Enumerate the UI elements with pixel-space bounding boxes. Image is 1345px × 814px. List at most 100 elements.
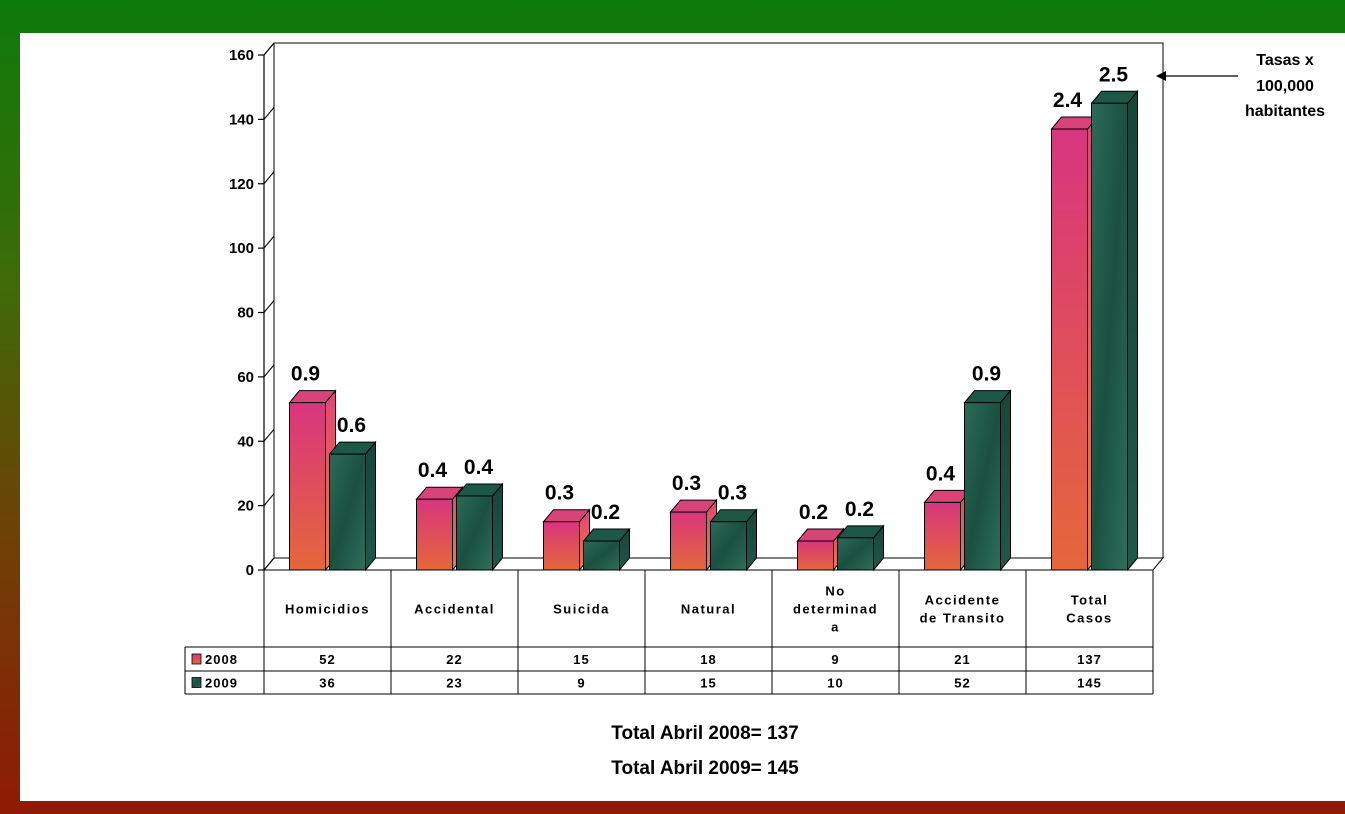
y-tick-depth xyxy=(263,171,275,185)
rate-annotation: habitantes xyxy=(1245,103,1325,120)
category-label: a xyxy=(831,620,840,635)
rate-label-2008: 0.4 xyxy=(418,459,448,482)
table-cell: 36 xyxy=(319,676,335,691)
bar-2008 xyxy=(796,527,845,572)
y-tick-depth xyxy=(263,235,275,249)
table-cell: 137 xyxy=(1077,652,1102,667)
y-tick-label: 80 xyxy=(237,305,254,322)
category-label: Casos xyxy=(1066,611,1113,626)
bar-2009-front xyxy=(456,495,493,571)
bar-2008-front xyxy=(670,511,707,571)
bar-2009 xyxy=(455,482,504,572)
table-cell: 18 xyxy=(700,652,716,667)
y-tick-depth xyxy=(263,42,275,56)
table-cell: 15 xyxy=(573,652,589,667)
rate-annotation: 100,000 xyxy=(1256,78,1314,95)
bar-2009-front xyxy=(329,453,366,571)
table-cell: 21 xyxy=(954,652,970,667)
bar-2008-front xyxy=(1051,128,1088,571)
rate-label-2009: 0.6 xyxy=(337,414,366,437)
table-cell: 52 xyxy=(954,676,970,691)
rate-label-2009: 0.2 xyxy=(845,498,874,521)
annotation-arrow-head xyxy=(1156,71,1166,81)
y-tick-label: 120 xyxy=(229,176,254,193)
bar-2008 xyxy=(669,498,718,572)
total-2009: Total Abril 2009= 145 xyxy=(611,758,799,779)
bar-2008 xyxy=(288,389,337,572)
y-tick-depth xyxy=(263,493,275,506)
rate-label-2009: 0.3 xyxy=(718,482,747,505)
legend-key-2009 xyxy=(191,677,202,688)
y-tick-depth xyxy=(263,557,275,571)
table-cell: 52 xyxy=(319,652,335,667)
rate-label-2008: 0.2 xyxy=(799,501,828,524)
y-tick-depth xyxy=(263,300,275,313)
bar-2008 xyxy=(923,489,972,572)
category-label: Total xyxy=(1071,593,1109,608)
category-label: Accidente xyxy=(925,593,1001,608)
table-cell: 9 xyxy=(831,652,839,667)
y-tick-label: 60 xyxy=(237,369,254,386)
bar-2009 xyxy=(836,524,885,572)
rate-label-2008: 0.9 xyxy=(291,363,320,386)
bar-2008 xyxy=(542,508,591,572)
table-cell: 23 xyxy=(446,676,462,691)
total-2008: Total Abril 2008= 137 xyxy=(611,723,798,744)
bar-2009-side xyxy=(1127,89,1138,572)
bar-2009-front xyxy=(583,540,620,571)
bar-2008-front xyxy=(924,501,961,571)
rate-annotation: Tasas x xyxy=(1256,52,1314,69)
bar-2009-side xyxy=(492,482,503,572)
bar-2008-front xyxy=(416,498,453,571)
bar-2009 xyxy=(709,508,758,572)
rate-label-2009: 2.5 xyxy=(1099,63,1129,86)
category-label: Homicidios xyxy=(285,602,370,617)
legend-key-2008 xyxy=(191,653,202,665)
y-tick-label: 160 xyxy=(229,47,254,64)
bar-2009-front xyxy=(964,402,1001,571)
bar-2009 xyxy=(1090,89,1139,572)
y-tick-depth xyxy=(263,428,275,442)
table-cell: 22 xyxy=(446,652,462,667)
category-label: Suicida xyxy=(553,602,610,617)
rate-label-2008: 2.4 xyxy=(1053,89,1083,112)
table-cell: 145 xyxy=(1077,676,1102,691)
back-wall xyxy=(263,42,1164,571)
bar-2008 xyxy=(1050,115,1099,572)
table-cell: 10 xyxy=(827,676,843,691)
bar-2008 xyxy=(415,485,464,572)
rate-label-2009: 0.2 xyxy=(591,501,620,524)
table-cell: 15 xyxy=(700,676,716,691)
bar-2009-front xyxy=(1091,102,1128,571)
rate-label-2008: 0.3 xyxy=(672,472,701,495)
bar-2009-front xyxy=(837,537,874,571)
bar-2009 xyxy=(582,527,631,572)
y-tick-depth xyxy=(263,107,275,120)
rate-label-2008: 0.3 xyxy=(545,482,574,505)
table-cell: 9 xyxy=(577,676,585,691)
legend-label-2008: 2008 xyxy=(205,652,238,667)
chart: 0 20 40 60 80 100 120 140 160 0.9 0.6 0.4 0.4 0.3 0.2… xyxy=(184,42,1325,779)
chart-panel: 0 20 40 60 80 100 120 140 160 0.9 0.6 0.4 0.4 0.3 0.2… xyxy=(20,33,1345,801)
category-label: Natural xyxy=(681,602,736,617)
y-tick-label: 140 xyxy=(229,111,254,128)
legend-label-2009: 2009 xyxy=(205,676,238,691)
rate-label-2009: 0.9 xyxy=(972,363,1001,386)
bar-2008-front xyxy=(797,540,834,571)
category-label: Accidental xyxy=(414,602,495,617)
rate-label-2009: 0.4 xyxy=(464,456,494,479)
category-label: No xyxy=(825,584,845,599)
category-label: de Transito xyxy=(920,611,1006,626)
category-label: determinad xyxy=(793,602,878,617)
y-tick-label: 40 xyxy=(237,433,254,450)
y-tick-label: 20 xyxy=(237,498,254,515)
bar-2009 xyxy=(963,389,1012,572)
y-tick-label: 100 xyxy=(229,240,254,257)
bar-2008-front xyxy=(543,521,580,571)
y-tick-depth xyxy=(263,364,275,378)
rate-label-2008: 0.4 xyxy=(926,462,956,485)
bar-2009-front xyxy=(710,521,747,571)
bar-2008-front xyxy=(289,402,326,571)
bar-2009-side xyxy=(365,440,376,572)
bar-2009-side xyxy=(1000,389,1011,572)
